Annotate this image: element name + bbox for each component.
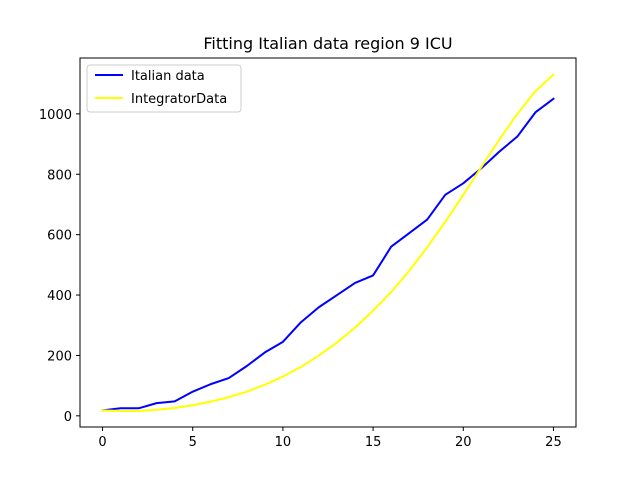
chart-title: Fitting Italian data region 9 ICU	[203, 34, 452, 53]
x-tick-label: 10	[275, 435, 292, 450]
y-tick-label: 200	[47, 349, 72, 364]
y-tick-label: 400	[47, 289, 72, 304]
series-line-integratordata	[101, 73, 555, 412]
x-tick-label: 25	[545, 435, 562, 450]
series-layer	[101, 73, 555, 412]
legend: Italian data IntegratorData	[86, 64, 242, 113]
x-tick-label: 20	[455, 435, 472, 450]
legend-box	[86, 64, 242, 113]
x-tick-label: 15	[365, 435, 382, 450]
y-axis: 0 200 400 600 800 1000	[39, 108, 80, 425]
legend-label-italian-data: Italian data	[131, 69, 205, 84]
legend-label-integratordata: IntegratorData	[131, 92, 227, 107]
x-axis: 0 5 10 15 20 25	[98, 427, 562, 450]
series-line-italian-data	[101, 97, 555, 412]
x-tick-label: 0	[98, 435, 106, 450]
y-tick-label: 1000	[39, 108, 72, 123]
plot-frame	[79, 57, 577, 428]
y-tick-label: 800	[47, 168, 72, 183]
x-tick-label: 5	[189, 435, 197, 450]
y-tick-label: 600	[47, 229, 72, 244]
y-tick-label: 0	[64, 410, 72, 425]
